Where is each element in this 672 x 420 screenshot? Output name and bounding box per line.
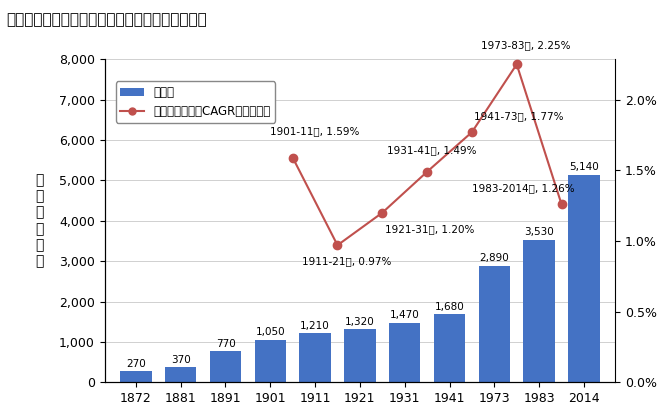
Text: 270: 270	[126, 359, 146, 369]
Text: 1911-21年, 0.97%: 1911-21年, 0.97%	[302, 256, 391, 266]
Bar	[165, 368, 196, 382]
Text: 1931-41年, 1.49%: 1931-41年, 1.49%	[387, 145, 476, 155]
Bar	[523, 240, 555, 382]
Legend: 総人口, 年平均増加率（CAGR）（左軸）: 総人口, 年平均増加率（CAGR）（左軸）	[116, 81, 276, 123]
Text: 1973-83年, 2.25%: 1973-83年, 2.25%	[481, 40, 571, 50]
Y-axis label: 人
口
（
万
人
）: 人 口 （ 万 人 ）	[35, 173, 44, 268]
Text: 2,890: 2,890	[479, 253, 509, 263]
Bar	[569, 175, 599, 382]
Text: 370: 370	[171, 355, 191, 365]
Text: 1901-11年, 1.59%: 1901-11年, 1.59%	[270, 126, 360, 136]
Bar	[478, 265, 510, 382]
Text: 1,680: 1,680	[435, 302, 464, 312]
Bar	[210, 351, 241, 382]
Bar	[434, 315, 465, 382]
Text: 1,050: 1,050	[255, 328, 285, 337]
Text: 1983-2014年, 1.26%: 1983-2014年, 1.26%	[472, 183, 575, 193]
Bar	[300, 333, 331, 382]
Text: 3,530: 3,530	[524, 227, 554, 237]
Text: 1,210: 1,210	[300, 321, 330, 331]
Text: 770: 770	[216, 339, 235, 349]
Text: 1,470: 1,470	[390, 310, 419, 320]
Text: 図表５：ミャンマーの人口の推移と年平均増加率: 図表５：ミャンマーの人口の推移と年平均増加率	[7, 13, 208, 28]
Bar	[255, 340, 286, 382]
Bar	[120, 371, 152, 382]
Bar	[389, 323, 421, 382]
Text: 1941-73年, 1.77%: 1941-73年, 1.77%	[474, 111, 564, 121]
Text: 1921-31年, 1.20%: 1921-31年, 1.20%	[384, 224, 474, 234]
Text: 5,140: 5,140	[569, 162, 599, 172]
Text: 1,320: 1,320	[345, 317, 375, 327]
Bar	[344, 329, 376, 382]
